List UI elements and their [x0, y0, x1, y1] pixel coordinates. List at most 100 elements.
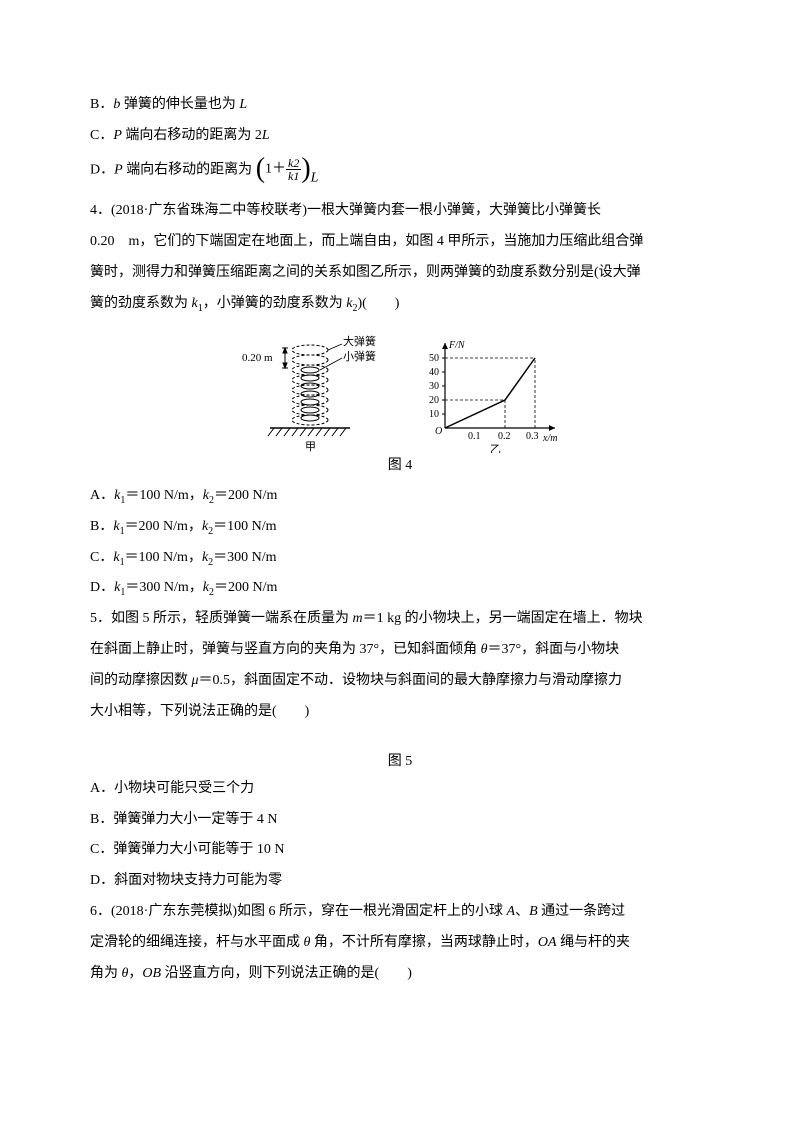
q6l3e: 沿竖直方向，则下列说法正确的是( ): [161, 966, 412, 981]
right-paren: ): [301, 155, 310, 183]
q4-optA: A．k1＝100 N/m，k2＝200 N/m: [90, 481, 710, 512]
q6-A: A: [507, 904, 516, 919]
yt10: 10: [429, 409, 439, 420]
opt-d-mid: 端向右移动的距离为: [123, 162, 253, 177]
lbl-yi: 乙: [490, 443, 501, 453]
q5-optD: D．斜面对物块支持力可能为零: [90, 866, 710, 897]
q6-OA: OA: [538, 935, 557, 950]
fig5-spacer: [90, 727, 710, 749]
left-paren: (: [256, 155, 265, 183]
q6-OB: OB: [142, 966, 161, 981]
q4-l4c: ，小弹簧的劲度系数为: [203, 296, 347, 311]
spring-diagram: 0.20 m 大弹簧 小弹簧 甲: [242, 334, 376, 453]
opt-d-prefix: D．: [90, 162, 114, 177]
var-l-3: L: [311, 170, 319, 185]
axis-f: F/N: [448, 340, 466, 351]
q5l3c: ＝0.5，斜面固定不动．设物块与斜面间的最大静摩擦力与滑动摩擦力: [199, 673, 623, 688]
q6l1a: 6．(2018·广东东莞模拟)如图 6 所示，穿在一根光滑固定杆上的小球: [90, 904, 507, 919]
q6-line2: 定滑轮的细绳连接，杆与水平面成 θ 角，不计所有摩擦，当两球静止时，OA 绳与杆…: [90, 928, 710, 959]
q5-optC: C．弹簧弹力大小可能等于 10 N: [90, 835, 710, 866]
opt-b-prefix: B．: [90, 97, 113, 112]
frac-one: 1＋: [265, 162, 286, 177]
var-p-2: P: [114, 162, 123, 177]
q5-line2: 在斜面上静止时，弹簧与竖直方向的夹角为 37°，已知斜面倾角 θ＝37°，斜面与…: [90, 635, 710, 666]
q6-line1: 6．(2018·广东东莞模拟)如图 6 所示，穿在一根光滑固定杆上的小球 A、B…: [90, 897, 710, 928]
q6l3a: 角为: [90, 966, 122, 981]
lbl-small: 小弹簧: [343, 349, 376, 363]
q4d-e: ＝200 N/m: [214, 580, 277, 595]
q5l1a: 5．如图 5 所示，轻质弹簧一端系在质量为: [90, 611, 353, 626]
q5l2a: 在斜面上静止时，弹簧与竖直方向的夹角为 37°，已知斜面倾角: [90, 642, 481, 657]
q4d-m: ＝300 N/m，: [125, 580, 202, 595]
option-d: D．P 端向右移动的距离为 (1＋k2k1) L: [90, 152, 710, 197]
fraction-paren: (1＋k2k1): [256, 152, 311, 188]
q5-optA: A．小物块可能只受三个力: [90, 774, 710, 805]
frac-den: k1: [286, 170, 301, 182]
figure4: 0.20 m 大弹簧 小弹簧 甲 F/N x/m O: [90, 328, 710, 477]
q6l3c: ，: [128, 966, 142, 981]
q4c-e: ＝300 N/m: [213, 550, 276, 565]
axis-x: x/m: [542, 433, 557, 444]
q4-line1: 4．(2018·广东省珠海二中等校联考)一根大弹簧内套一根小弹簧，大弹簧比小弹簧…: [90, 196, 710, 227]
q6l2e: 绳与杆的夹: [557, 935, 631, 950]
q5-line4: 大小相等，下列说法正确的是( ): [90, 697, 710, 728]
q4a-p: A．: [90, 488, 114, 503]
q4b-m: ＝200 N/m，: [125, 519, 202, 534]
q5l3a: 间的动摩擦因数: [90, 673, 192, 688]
q4-optB: B．k1＝200 N/m，k2＝100 N/m: [90, 512, 710, 543]
q4b-e: ＝100 N/m: [213, 519, 276, 534]
page: B．b 弹簧的伸长量也为 L C．P 端向右移动的距离为 2L D．P 端向右移…: [0, 0, 800, 1132]
q4c-m: ＝100 N/m，: [125, 550, 202, 565]
q4-optC: C．k1＝100 N/m，k2＝300 N/m: [90, 543, 710, 574]
option-b: B．b 弹簧的伸长量也为 L: [90, 90, 710, 121]
option-c: C．P 端向右移动的距离为 2L: [90, 121, 710, 152]
q5-optB: B．弹簧弹力大小一定等于 4 N: [90, 805, 710, 836]
q6l1c: 、: [515, 904, 529, 919]
q5-mu: μ: [192, 673, 199, 688]
opt-c-mid: 端向右移动的距离为 2: [122, 128, 262, 143]
q6-line3: 角为 θ，OB 沿竖直方向，则下列说法正确的是( ): [90, 959, 710, 990]
q4-line3: 簧时，测得力和弹簧压缩距离之间的关系如图乙所示，则两弹簧的劲度系数分别是(设大弹: [90, 258, 710, 289]
q4a-m: ＝100 N/m，: [125, 488, 202, 503]
q4-optD: D．k1＝300 N/m，k2＝200 N/m: [90, 573, 710, 604]
figure4-svg: 0.20 m 大弹簧 小弹簧 甲 F/N x/m O: [230, 328, 570, 453]
q6l1e: 通过一条跨过: [538, 904, 626, 919]
xt03: 0.3: [526, 431, 539, 442]
q4b-p: B．: [90, 519, 113, 534]
lbl-big: 大弹簧: [343, 334, 376, 348]
q5l1c: ＝1 kg 的小物块上，另一端固定在墙上．物块: [363, 611, 643, 626]
origin-o: O: [435, 426, 442, 437]
var-l-2: L: [262, 128, 270, 143]
opt-c-prefix: C．: [90, 128, 113, 143]
q5-line3: 间的动摩擦因数 μ＝0.5，斜面固定不动．设物块与斜面间的最大静摩擦力与滑动摩擦…: [90, 666, 710, 697]
xt01: 0.1: [468, 431, 481, 442]
yt20: 20: [429, 395, 439, 406]
q5l2c: ＝37°，斜面与小物块: [488, 642, 620, 657]
q6-B: B: [529, 904, 538, 919]
q6l2a: 定滑轮的细绳连接，杆与水平面成: [90, 935, 304, 950]
var-l-1: L: [239, 97, 247, 112]
q4-line2: 0.20 m，它们的下端固定在地面上，而上端自由，如图 4 甲所示，当施加力压缩…: [90, 227, 710, 258]
q4d-p: D．: [90, 580, 114, 595]
yt40: 40: [429, 367, 439, 378]
q4-l4a: 簧的劲度系数为: [90, 296, 192, 311]
fig5-caption: 图 5: [90, 751, 710, 773]
q5-m: m: [353, 611, 363, 626]
fraction: k2k1: [286, 157, 301, 182]
q4a-e: ＝200 N/m: [214, 488, 277, 503]
frac-num: k2: [286, 157, 301, 170]
q4-l4e: )( ): [357, 296, 399, 311]
q4-line4: 簧的劲度系数为 k1，小弹簧的劲度系数为 k2)( ): [90, 289, 710, 320]
var-p-1: P: [113, 128, 122, 143]
q5-theta1: θ: [481, 642, 488, 657]
yt30: 30: [429, 381, 439, 392]
q5-line1: 5．如图 5 所示，轻质弹簧一端系在质量为 m＝1 kg 的小物块上，另一端固定…: [90, 604, 710, 635]
xt02: 0.2: [498, 431, 511, 442]
q6l2c: 角，不计所有摩擦，当两球静止时，: [310, 935, 538, 950]
fig4-caption: 图 4: [90, 455, 710, 477]
yt50: 50: [429, 353, 439, 364]
opt-b-mid: 弹簧的伸长量也为: [120, 97, 239, 112]
lbl-020: 0.20 m: [242, 352, 273, 364]
lbl-jia: 甲: [305, 441, 316, 453]
q4c-p: C．: [90, 550, 113, 565]
